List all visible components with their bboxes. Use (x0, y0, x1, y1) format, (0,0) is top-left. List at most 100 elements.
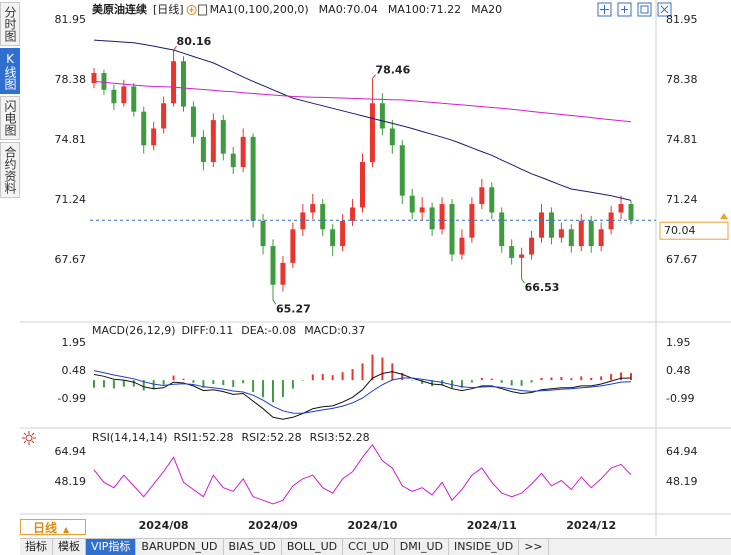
candle-body (578, 220, 584, 247)
candle-body (350, 207, 356, 221)
macd-bar (301, 380, 304, 381)
y-tick-label: 1.95 (62, 336, 87, 349)
candle-body (220, 120, 226, 154)
period-label: 日线 (33, 521, 58, 535)
candle-body (340, 220, 346, 247)
indicator-tab[interactable]: INSIDE_UD (449, 539, 520, 555)
last-price-box (659, 221, 729, 240)
macd-bar (480, 377, 483, 381)
candle-body (141, 111, 147, 146)
macd-bar (630, 373, 632, 381)
candle-body (618, 204, 624, 213)
macd-bar (152, 380, 155, 390)
macd-bar (371, 354, 374, 381)
candle-body (598, 229, 604, 247)
macd-bar (550, 377, 553, 381)
ma-icon (198, 4, 208, 16)
macd-bar (142, 380, 145, 391)
y-tick-label: 71.24 (666, 193, 698, 206)
y-tick-label: 64.94 (55, 445, 87, 458)
macd-bar (232, 380, 235, 388)
candle-body (558, 229, 564, 238)
y-tick-label: 0.48 (666, 364, 691, 377)
rsi-icon (22, 431, 36, 445)
candle-body (210, 120, 216, 163)
candle-body (250, 136, 256, 221)
indicator-tab[interactable]: DMI_UD (395, 539, 450, 555)
macd-bar (401, 372, 404, 381)
macd-bar (600, 376, 603, 381)
candle-body (161, 103, 167, 129)
candle-body (509, 246, 515, 258)
indicator-tab[interactable]: BARUPDN_UD (136, 539, 224, 555)
add-icon (186, 5, 197, 15)
candle-body (608, 212, 614, 230)
candle-body (181, 61, 186, 107)
candle-body (290, 229, 296, 263)
indicator-tab[interactable]: BIAS_UD (224, 539, 282, 555)
candle-body (230, 153, 236, 168)
macd-bar (192, 380, 195, 383)
legend-entry: RSI3:52.28 (310, 431, 370, 444)
candle-body (190, 106, 196, 137)
macd-bar (460, 380, 463, 388)
candle-body (310, 204, 316, 213)
y-tick-label: 71.24 (55, 193, 87, 206)
macd-bar (93, 380, 95, 388)
candle-body (419, 207, 425, 213)
macd-bar (242, 380, 245, 384)
macd-bar (451, 380, 453, 389)
macd-bar (610, 374, 613, 381)
legend-entry: DIFF:0.11 (182, 324, 234, 337)
candle-body (330, 229, 336, 247)
candle-body (539, 212, 544, 238)
indicator-tab[interactable]: CCI_UD (343, 539, 395, 555)
candle-body (389, 128, 395, 146)
macd-bar (411, 380, 414, 381)
period-selector[interactable]: 日线 ▲ (20, 519, 86, 535)
legend-entry: MA20 (471, 3, 502, 16)
candle-body (439, 204, 445, 230)
extreme-pointer (173, 45, 177, 51)
sidebar-tab[interactable]: 闪电图 (0, 96, 20, 140)
x-tick-label: 2024/09 (248, 519, 298, 532)
indicator-tab[interactable]: >> (519, 539, 549, 555)
macd-bar (540, 377, 543, 381)
toolbar-icons (597, 2, 672, 17)
indicator-tab[interactable]: VIP指标 (86, 539, 137, 555)
sidebar: 分时图 K线图 闪电图 合约资料 (0, 2, 20, 198)
candle-body (449, 204, 455, 255)
extreme-pointer (272, 300, 277, 305)
x-tick-label: 2024/11 (467, 519, 517, 532)
y-tick-label: 48.19 (666, 475, 698, 488)
macd-bar (490, 378, 493, 381)
y-tick-label: 48.19 (55, 475, 87, 488)
candle-body (568, 229, 574, 247)
y-tick-label: 74.81 (55, 133, 87, 146)
sidebar-tab[interactable]: 合约资料 (0, 142, 20, 198)
candle-body (280, 262, 286, 285)
indicator-tab[interactable]: BOLL_UD (282, 539, 344, 555)
macd-bar (281, 380, 284, 397)
candle-body (628, 204, 634, 221)
macd-bar (570, 378, 573, 381)
macd-bar (520, 380, 523, 386)
macd-bar (530, 380, 533, 383)
candle-body (409, 195, 415, 213)
candle-body (429, 207, 435, 230)
y-tick-label: 1.95 (666, 336, 691, 349)
sidebar-tab[interactable]: 分时图 (0, 2, 20, 46)
macd-bar (331, 375, 334, 381)
macd-bar (262, 380, 265, 398)
extreme-pointer (372, 74, 376, 80)
macd-bar (500, 380, 503, 383)
indicator-tab[interactable]: 模板 (53, 539, 86, 555)
macd-bar (311, 374, 314, 381)
indicator-tab[interactable]: 指标 (20, 539, 53, 555)
macd-bar (172, 375, 175, 381)
extreme-label: 80.16 (177, 35, 212, 48)
y-tick-label: -0.99 (58, 392, 86, 405)
sidebar-tab[interactable]: K线图 (0, 48, 20, 94)
candle-body (200, 136, 206, 163)
